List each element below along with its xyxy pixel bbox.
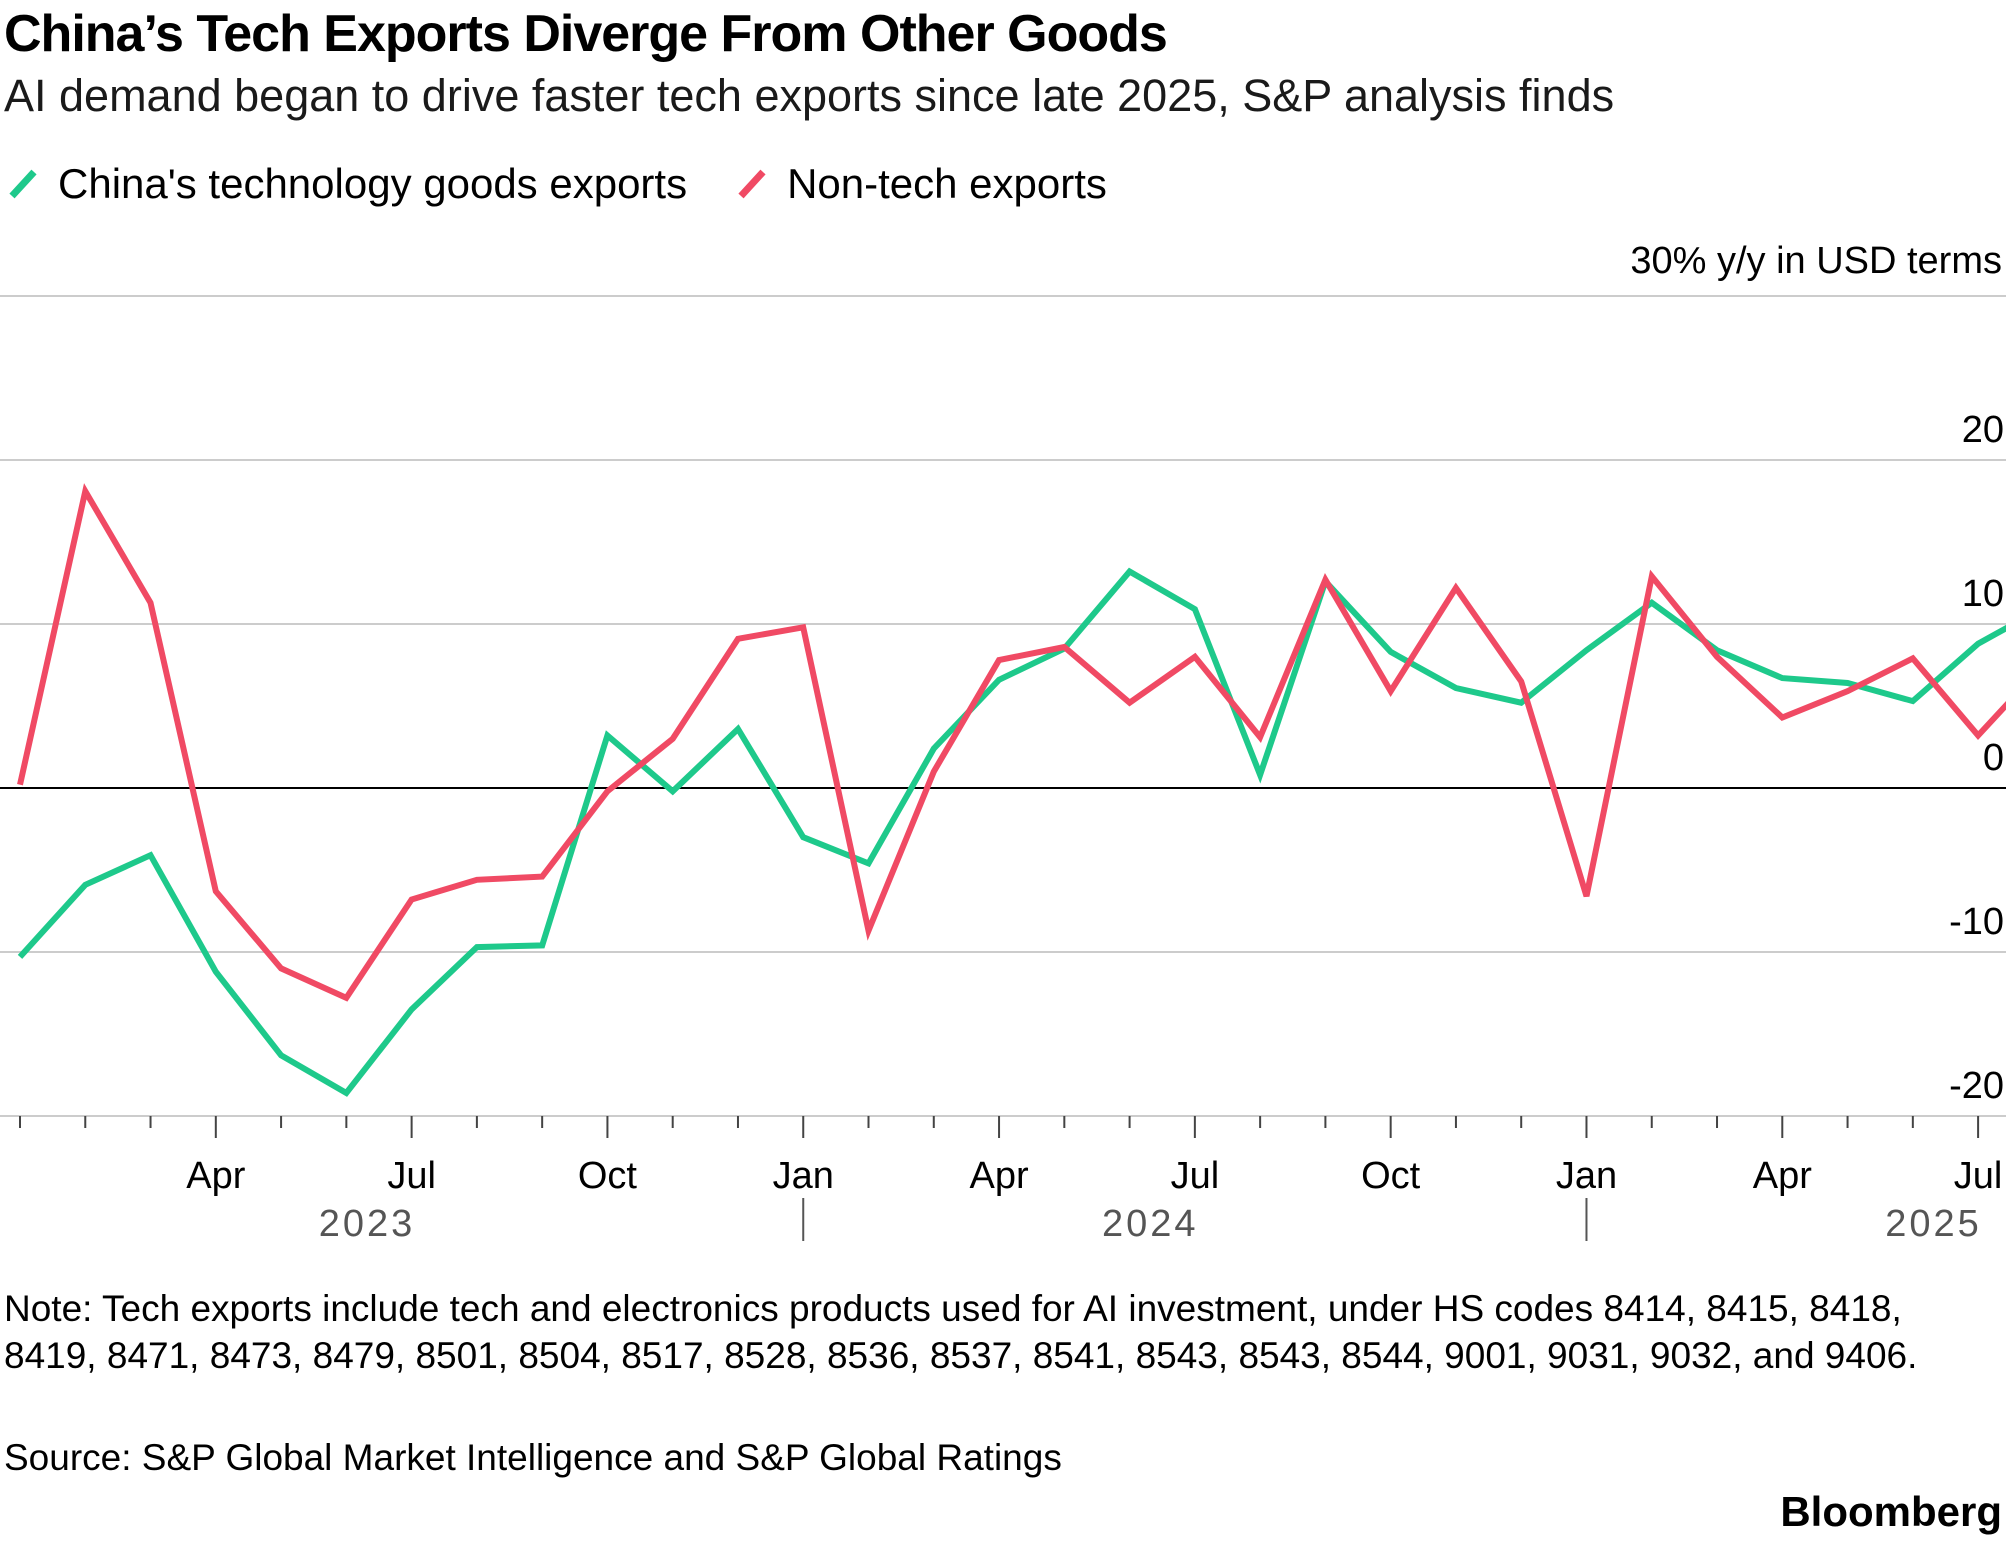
chart-title: China’s Tech Exports Diverge From Other …: [4, 5, 1168, 63]
y-tick-label: 0: [1983, 737, 2004, 779]
x-tick-label: Oct: [578, 1155, 638, 1197]
x-axis: AprJulOctJanAprJulOctJanAprJulOctJan2023…: [19, 1116, 2003, 1245]
x-tick-label: Apr: [186, 1155, 245, 1197]
chart-note: Note: Tech exports include tech and elec…: [4, 1288, 1918, 1376]
legend-swatch-nontech: [738, 169, 766, 199]
x-tick-label: Jul: [1171, 1155, 1220, 1197]
bloomberg-logo: Bloomberg: [1780, 1488, 2002, 1535]
y-tick-label: 10: [1962, 573, 2004, 615]
x-year-label: 2024: [1102, 1203, 1199, 1245]
x-tick-label: Apr: [969, 1155, 1028, 1197]
x-year-label: 2023: [319, 1203, 416, 1245]
y-tick-label: 20: [1962, 409, 2004, 451]
legend-label-nontech: Non-tech exports: [787, 160, 1107, 207]
series-line-nontech: [17, 483, 2006, 1002]
line-chart: 20 10 0 -10 -20 Apr Jul Oct Jan Apr Jul Oct Jan Apr Ju…: [0, 295, 2006, 1245]
legend-item-nontech: Non-tech exports: [733, 160, 1107, 208]
x-tick-label: Oct: [1361, 1155, 1421, 1197]
legend-swatch-tech: [9, 169, 37, 199]
x-year-label: 2025: [1885, 1203, 1982, 1245]
chart-source: Source: S&P Global Market Intelligence a…: [4, 1437, 1062, 1478]
legend: China's technology goods exports Non-tec…: [4, 160, 1153, 208]
x-tick-label: Jan: [1556, 1155, 1617, 1197]
y-axis-labels: 20 10 0 -10 -20: [1949, 409, 2004, 1107]
y-tick-label: -10: [1949, 901, 2004, 943]
legend-item-tech: China's technology goods exports: [4, 160, 687, 208]
y-axis-unit-label: 30% y/y in USD terms: [1630, 240, 2002, 282]
legend-label-tech: China's technology goods exports: [58, 160, 688, 207]
x-tick-label: Jul: [1954, 1155, 2003, 1197]
series-line-tech: [17, 567, 2006, 1097]
x-tick-label: Jul: [387, 1155, 436, 1197]
chart-subtitle: AI demand began to drive faster tech exp…: [4, 70, 1615, 121]
x-tick-label: Apr: [1753, 1155, 1812, 1197]
x-tick-label: Jan: [773, 1155, 834, 1197]
gridlines: [0, 295, 2006, 1117]
y-tick-label: -20: [1949, 1065, 2004, 1107]
